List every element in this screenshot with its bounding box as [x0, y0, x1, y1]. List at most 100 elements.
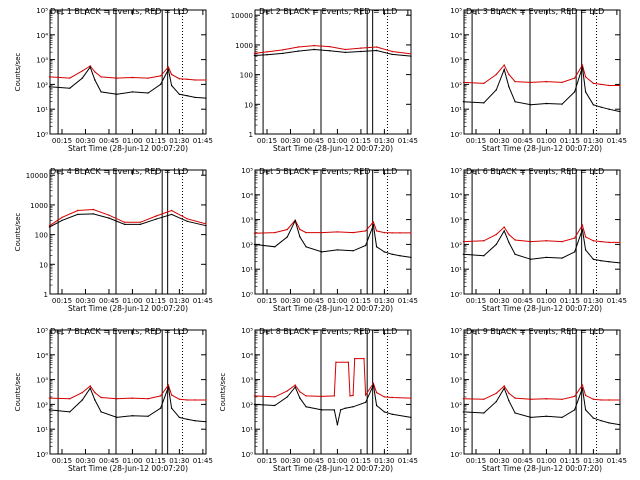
x-tick-label: 01:45 — [193, 457, 213, 465]
data-point — [205, 223, 207, 225]
y-tick-label: 10 — [39, 261, 48, 269]
data-point — [344, 48, 346, 51]
data-point — [48, 226, 51, 228]
y-tick-label: 10⁴ — [241, 352, 253, 360]
y-tick-label: 10 — [244, 101, 253, 109]
y-tick-label: 10⁴ — [36, 32, 48, 40]
data-point — [360, 50, 362, 53]
lld-series-line — [254, 219, 411, 234]
data-point — [530, 416, 532, 419]
data-point — [545, 398, 548, 400]
data-point — [274, 396, 276, 398]
data-point — [297, 50, 299, 52]
data-point — [561, 257, 563, 259]
data-point — [48, 76, 51, 78]
data-point — [299, 397, 301, 399]
data-point — [391, 253, 393, 255]
x-tick-label: 00:30 — [280, 137, 300, 145]
x-tick-label: 01:30 — [374, 137, 394, 145]
y-tick-label: 10² — [450, 241, 462, 249]
data-point — [619, 84, 621, 87]
data-point — [372, 224, 375, 226]
data-point — [619, 399, 621, 401]
data-point — [299, 228, 301, 231]
data-point — [69, 398, 71, 400]
data-point — [305, 406, 307, 408]
data-point — [503, 230, 505, 232]
y-tick-label: 10⁰ — [450, 131, 462, 139]
data-point — [170, 73, 173, 76]
x-tick-label: 01:45 — [398, 137, 418, 145]
data-point — [100, 411, 102, 413]
data-point — [391, 232, 393, 234]
lld-series-line — [254, 358, 412, 399]
data-point — [313, 44, 315, 47]
data-point — [69, 87, 71, 89]
y-tick-label: 10⁰ — [450, 451, 462, 459]
chart-panel-3: Det 3 BLACK = Events, RED = LLD 10⁰ 10¹ 10²… — [450, 7, 627, 153]
data-point — [503, 387, 505, 389]
data-point — [573, 395, 576, 398]
data-point — [584, 91, 587, 93]
data-point — [159, 83, 162, 86]
data-point — [266, 51, 268, 53]
data-point — [89, 385, 91, 387]
data-point — [391, 396, 393, 399]
data-point — [333, 395, 335, 397]
x-tick-label: 00:15 — [257, 297, 277, 305]
data-point — [94, 79, 96, 81]
y-tick-label: 1 — [249, 131, 253, 139]
x-axis-label: Start Time (28-Jun-12 00:07:20) — [482, 304, 602, 313]
data-point — [495, 243, 497, 246]
data-point — [170, 394, 173, 396]
x-tick-label: 00:45 — [513, 297, 533, 305]
x-tick-label: 01:45 — [398, 297, 418, 305]
chart-panel-7: Det 7 BLACK = Events, RED = LLD 10⁰ 10¹ 10²… — [14, 327, 213, 473]
x-tick-label: 01:15 — [351, 297, 371, 305]
data-point — [592, 82, 595, 85]
data-point — [305, 246, 307, 248]
data-point — [503, 385, 505, 387]
data-point — [483, 102, 485, 104]
chart-panel-1: Det 1 BLACK = Events, RED = LLD 10⁰ 10¹ 10²… — [14, 7, 213, 153]
data-point — [328, 45, 331, 48]
y-axis-label: Counts/sec — [219, 373, 227, 412]
y-axis-label: Counts/sec — [14, 53, 22, 92]
x-tick-label: 00:30 — [489, 457, 509, 465]
y-axis-label: Counts/sec — [14, 373, 22, 412]
data-point — [131, 415, 134, 417]
data-point — [147, 77, 149, 79]
data-point — [274, 231, 276, 234]
x-axis-label: Start Time (28-Jun-12 00:07:20) — [68, 304, 188, 313]
data-point — [131, 397, 134, 399]
data-point — [139, 223, 141, 226]
data-point — [383, 396, 386, 398]
chart-title: Det 7 BLACK = Events, RED = LLD — [50, 327, 188, 336]
data-point — [94, 71, 96, 73]
x-tick-label: 01:30 — [374, 457, 394, 465]
data-point — [344, 407, 346, 409]
x-tick-label: 00:30 — [489, 297, 509, 305]
data-point — [116, 77, 118, 79]
data-point — [178, 416, 181, 419]
y-tick-label: 100 — [35, 232, 48, 240]
y-axis-label: Counts/sec — [14, 213, 22, 252]
data-point — [410, 416, 412, 419]
y-tick-label: 1000 — [235, 42, 253, 50]
data-point — [391, 413, 393, 415]
y-tick-label: 10⁵ — [450, 167, 462, 175]
chart-title: Det 4 BLACK = Events, RED = LLD — [50, 167, 188, 176]
data-point — [545, 80, 548, 83]
data-point — [600, 106, 602, 108]
chart-title: Det 9 BLACK = Events, RED = LLD — [466, 327, 604, 336]
data-point — [170, 84, 173, 87]
data-point — [592, 104, 595, 106]
data-point — [131, 76, 134, 79]
data-point — [503, 64, 505, 66]
data-point — [514, 239, 516, 241]
data-point — [123, 221, 126, 223]
x-tick-label: 01:15 — [351, 457, 371, 465]
data-point — [410, 53, 412, 55]
y-tick-label: 10¹ — [241, 426, 253, 434]
data-point — [483, 82, 485, 85]
